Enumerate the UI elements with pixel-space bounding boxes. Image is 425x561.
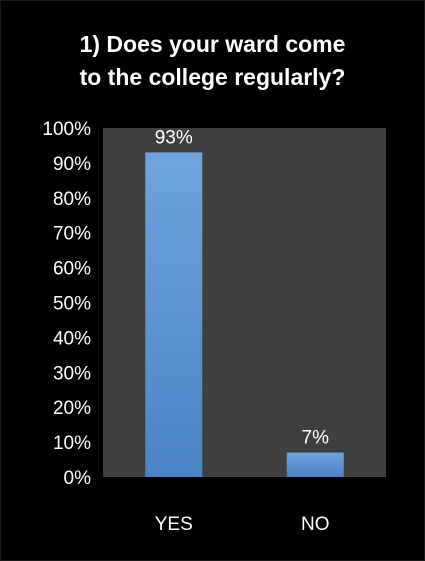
bar-no	[286, 452, 344, 477]
y-axis: 0% 10% 20% 30% 40% 50% 60% 70% 80% 90% 100%	[42, 119, 91, 489]
x-axis: YES NO	[155, 514, 330, 535]
chart-title: 1) Does your ward come to the college re…	[0, 28, 425, 94]
x-tick-label-no: NO	[301, 514, 330, 535]
y-tick-label: 30%	[53, 363, 91, 384]
data-label-yes: 93%	[155, 127, 193, 148]
data-labels: 93% 7%	[155, 127, 329, 448]
y-tick-label: 70%	[53, 224, 91, 245]
y-tick-label: 20%	[53, 398, 91, 419]
y-tick-label: 100%	[42, 119, 91, 140]
y-tick-label: 0%	[64, 468, 92, 489]
data-label-no: 7%	[302, 428, 330, 449]
bar-yes	[145, 152, 203, 477]
y-tick-label: 40%	[53, 328, 91, 349]
y-tick-label: 50%	[53, 294, 91, 315]
y-tick-label: 60%	[53, 259, 91, 280]
y-tick-label: 80%	[53, 189, 91, 210]
y-tick-label: 10%	[53, 433, 91, 454]
bars	[145, 152, 344, 477]
chart-title-line-2: to the college regularly?	[79, 64, 346, 90]
y-tick-label: 90%	[53, 154, 91, 175]
chart-title-line-1: 1) Does your ward come	[79, 31, 346, 57]
x-tick-label-yes: YES	[155, 514, 193, 535]
